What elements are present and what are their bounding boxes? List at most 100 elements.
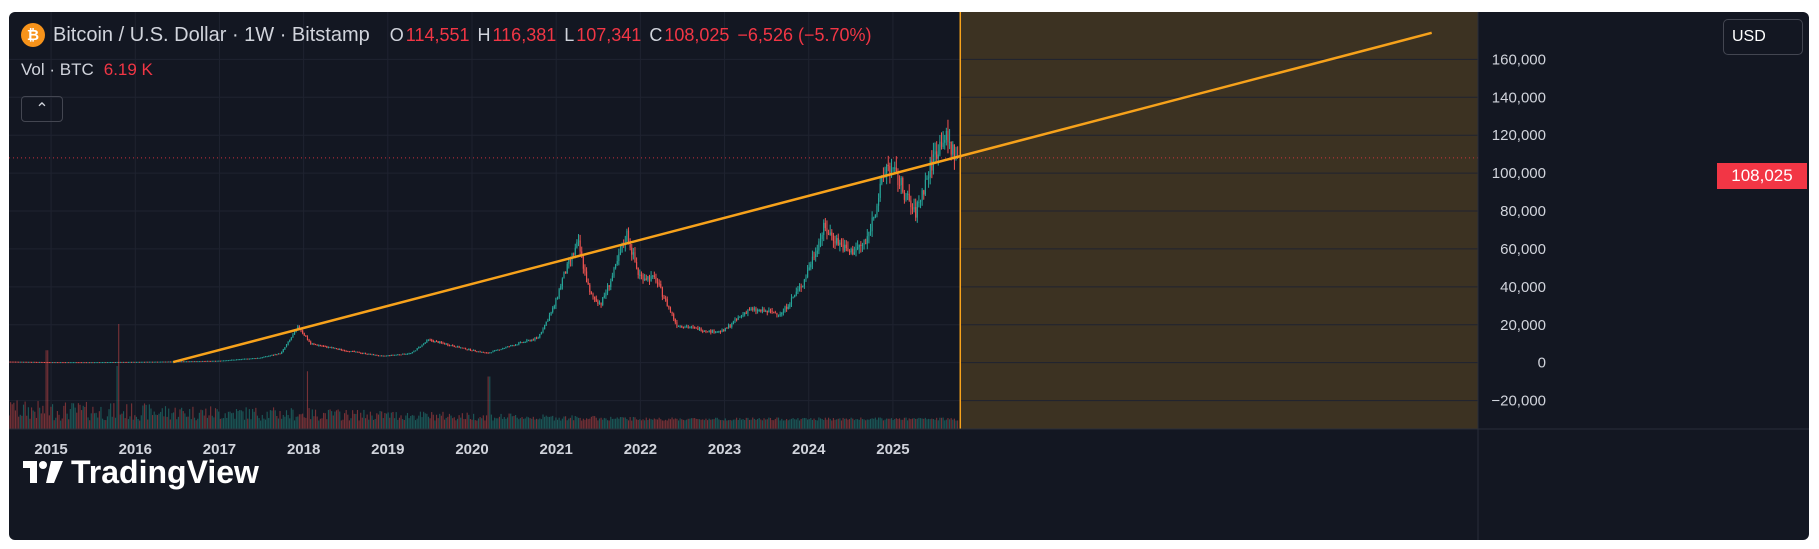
candle-body-350 xyxy=(573,253,575,255)
volume-bar-437 xyxy=(713,419,715,429)
volume-bar-248 xyxy=(408,418,410,429)
volume-bar-577 xyxy=(939,417,941,429)
volume-bar-138 xyxy=(231,413,233,429)
volume-bar-506 xyxy=(824,417,826,429)
candle-body-390 xyxy=(637,267,639,275)
volume-bar-167 xyxy=(277,418,279,429)
candle-body-302 xyxy=(495,349,497,351)
candle-body-43 xyxy=(77,362,79,364)
volume-bar-296 xyxy=(485,415,488,429)
volume-bar-22 xyxy=(43,413,46,429)
candle-body-493 xyxy=(803,279,805,286)
volume-bar-146 xyxy=(243,419,246,429)
time-axis[interactable]: 2015 2016 2017 2018 2019 2020 2021 2022 2023 2024… xyxy=(9,428,1809,458)
volume-bar-419 xyxy=(684,420,686,429)
candle-body-430 xyxy=(702,331,704,333)
volume-bar-574 xyxy=(934,419,936,429)
candle-body-557 xyxy=(907,193,909,195)
drawings[interactable] xyxy=(9,12,1478,429)
volume-bar-496 xyxy=(808,419,810,429)
candle-body-484 xyxy=(789,303,791,307)
volume-bar-206 xyxy=(340,420,342,429)
price-axis[interactable]: −20,000 0 20,000 40,000 60,000 80,000 100,000 1… xyxy=(1477,12,1546,540)
candle-body-159 xyxy=(264,356,267,358)
y-tick-label-5: 80,000 xyxy=(1500,203,1546,220)
candle-body-329 xyxy=(539,334,541,338)
candle-body-158 xyxy=(263,356,265,358)
volume-bar-113 xyxy=(190,419,192,429)
chevron-up-icon: ⌃ xyxy=(35,101,49,118)
volume-legend[interactable]: Vol · BTC 6.19 K xyxy=(21,60,153,80)
volume-bar-214 xyxy=(353,413,355,429)
volume-bar-17 xyxy=(35,417,37,429)
candle-body-529 xyxy=(861,244,864,247)
tradingview-watermark[interactable]: TradingView xyxy=(23,452,259,492)
volume-bar-498 xyxy=(811,419,814,429)
volume-bar-200 xyxy=(331,411,333,429)
candle-body-355 xyxy=(581,251,583,257)
volume-bar-485 xyxy=(790,418,793,429)
volume-bar-84 xyxy=(143,403,146,429)
candle-body-565 xyxy=(919,200,922,203)
volume-bar-129 xyxy=(216,409,218,429)
volume-bar-208 xyxy=(344,413,346,429)
volume-bar-265 xyxy=(435,414,438,429)
volume-bar-484 xyxy=(789,419,791,429)
volume-bar-63 xyxy=(110,403,112,429)
candle-body-554 xyxy=(902,178,904,192)
candle-body-119 xyxy=(200,361,202,363)
candle-body-376 xyxy=(615,264,617,269)
candle-body-125 xyxy=(210,360,212,362)
volume-bar-261 xyxy=(429,418,431,429)
candle-body-515 xyxy=(839,242,841,245)
candle-body-134 xyxy=(224,360,226,362)
currency-selector-button[interactable]: USD xyxy=(1723,19,1803,55)
volume-bar-218 xyxy=(360,412,362,429)
candle-body-126 xyxy=(211,360,213,362)
x-tick-label-2: 2017 xyxy=(203,441,236,458)
candle-body-121 xyxy=(203,360,205,362)
candle-body-101 xyxy=(171,361,173,363)
volume-bars xyxy=(9,324,959,429)
volume-bar-7 xyxy=(19,414,21,429)
candle-body-356 xyxy=(582,256,584,269)
volume-bar-333 xyxy=(545,415,547,429)
volume-bar-441 xyxy=(719,420,722,429)
volume-bar-361 xyxy=(590,416,592,429)
candle-body-347 xyxy=(568,260,570,264)
candle-body-63 xyxy=(110,362,112,364)
volume-bar-55 xyxy=(97,417,99,429)
volume-bar-302 xyxy=(495,418,497,429)
volume-bar-172 xyxy=(285,410,288,429)
candle-body-348 xyxy=(569,260,572,262)
volume-bar-205 xyxy=(339,411,341,429)
volume-bar-278 xyxy=(456,418,459,429)
candle-body-240 xyxy=(395,354,397,356)
symbol-title[interactable]: Bitcoin / U.S. Dollar · 1W · Bitstamp xyxy=(53,23,370,46)
volume-bar-153 xyxy=(255,407,257,429)
candle-body-535 xyxy=(871,217,873,232)
candle-body-301 xyxy=(494,350,496,352)
candle-body-253 xyxy=(416,348,418,351)
candle-body-457 xyxy=(745,312,747,314)
candle-body-332 xyxy=(544,324,546,330)
candle-body-256 xyxy=(421,344,423,347)
collapse-legend-button[interactable]: ⌃ xyxy=(21,96,63,122)
candle-body-333 xyxy=(545,321,547,325)
volume-bar-409 xyxy=(668,418,670,429)
ohlc-open-value: 114,551 xyxy=(405,24,470,45)
candle-body-141 xyxy=(235,359,238,361)
candle-body-553 xyxy=(900,178,902,186)
candle-body-237 xyxy=(390,354,392,356)
candle-body-526 xyxy=(857,247,859,249)
volume-bar-398 xyxy=(650,419,652,429)
candle-body-236 xyxy=(389,355,391,357)
chart-canvas[interactable]: −20,000 0 20,000 40,000 60,000 80,000 100,000 1… xyxy=(9,12,1809,540)
candle-body-546 xyxy=(889,166,891,174)
volume-bar-29 xyxy=(55,417,57,429)
candle-body-368 xyxy=(602,297,604,305)
candle-body-13 xyxy=(29,361,31,363)
candle-body-305 xyxy=(500,349,502,351)
volume-bar-364 xyxy=(595,417,597,429)
volume-bar-337 xyxy=(552,415,554,429)
